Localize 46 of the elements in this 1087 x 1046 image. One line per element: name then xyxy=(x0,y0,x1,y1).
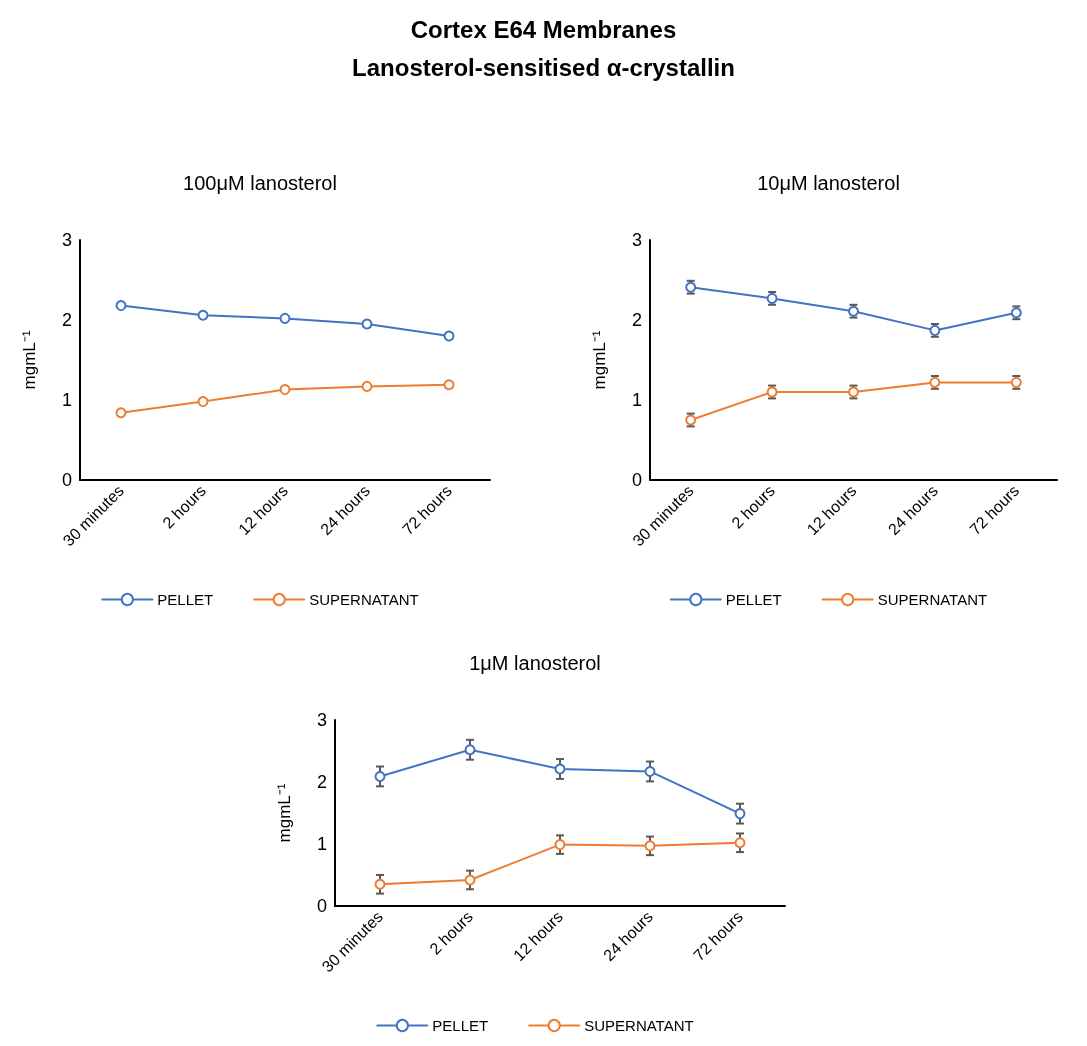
legend-label: SUPERNATANT xyxy=(877,591,988,608)
point xyxy=(374,878,386,890)
point xyxy=(197,309,209,321)
legend-label: SUPERNATANT xyxy=(584,1017,694,1034)
y-tick-label: 1 xyxy=(61,390,72,410)
chart-title: 100μM lanosterol xyxy=(183,172,337,194)
point xyxy=(374,770,386,782)
point xyxy=(443,330,455,342)
point xyxy=(279,312,291,324)
y-tick-label: 2 xyxy=(631,310,642,330)
point xyxy=(554,763,566,775)
legend-label: PELLET xyxy=(432,1017,489,1034)
text: Lanosterol-sensitised α-crystallin xyxy=(352,53,735,81)
y-tick-label: 3 xyxy=(316,710,327,730)
y-tick-label: 1 xyxy=(316,834,327,854)
point xyxy=(464,744,476,756)
point xyxy=(734,837,746,849)
text: Cortex E64 Membranes xyxy=(410,15,677,43)
point xyxy=(644,840,656,852)
point xyxy=(443,379,455,391)
y-tick-label: 1 xyxy=(631,390,642,410)
y-tick-label: 0 xyxy=(61,470,72,490)
y-axis-title: mgmL⁻¹ xyxy=(275,783,294,843)
point xyxy=(361,380,373,392)
point xyxy=(279,384,291,396)
y-axis-title: mgmL⁻¹ xyxy=(590,330,609,390)
chart-title: 1μM lanosterol xyxy=(469,652,601,674)
point xyxy=(644,765,656,777)
legend-label: SUPERNATANT xyxy=(309,591,419,608)
legend-label: PELLET xyxy=(157,591,214,608)
chart-title: 10μM lanosterol xyxy=(757,172,900,194)
point xyxy=(361,318,373,330)
y-tick-label: 0 xyxy=(631,470,642,490)
y-tick-label: 2 xyxy=(316,772,327,792)
y-tick-label: 3 xyxy=(61,230,72,250)
legend-label: PELLET xyxy=(725,591,782,608)
point xyxy=(734,808,746,820)
point xyxy=(115,300,127,312)
y-axis-title: mgmL⁻¹ xyxy=(20,330,39,390)
point xyxy=(554,839,566,851)
point xyxy=(464,874,476,886)
y-tick-label: 3 xyxy=(631,230,642,250)
point xyxy=(197,396,209,408)
point xyxy=(115,407,127,419)
y-tick-label: 0 xyxy=(316,896,327,916)
y-tick-label: 2 xyxy=(61,310,72,330)
